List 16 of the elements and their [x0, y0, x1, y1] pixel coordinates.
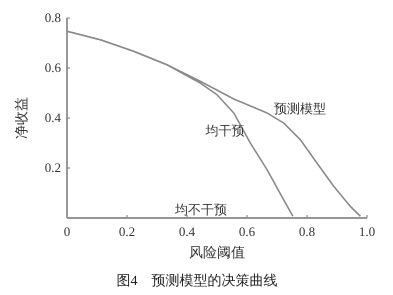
x-tick-label: 0.6 [238, 224, 256, 239]
text: 图4 预测模型的决策曲线 [116, 273, 278, 289]
y-tick-label: 0.4 [44, 110, 62, 125]
x-tick-label: 0 [64, 224, 70, 239]
y-tick-label: 0.6 [44, 60, 62, 75]
x-tick-label: 0.8 [298, 224, 316, 239]
x-tick-label: 0.2 [118, 224, 136, 239]
x-tick-label: 1.0 [358, 224, 376, 239]
series-label: 均干预 [204, 123, 245, 138]
series-label: 均不干预 [174, 202, 228, 217]
x-axis-title: 风险阈值 [189, 245, 245, 261]
x-tick-label: 0.4 [178, 224, 196, 239]
y-tick-label: 0.2 [44, 160, 61, 175]
series-label: 预测模型 [274, 101, 326, 116]
y-tick-label: 0.8 [44, 10, 61, 25]
y-axis-title: 净收益 [14, 97, 30, 139]
